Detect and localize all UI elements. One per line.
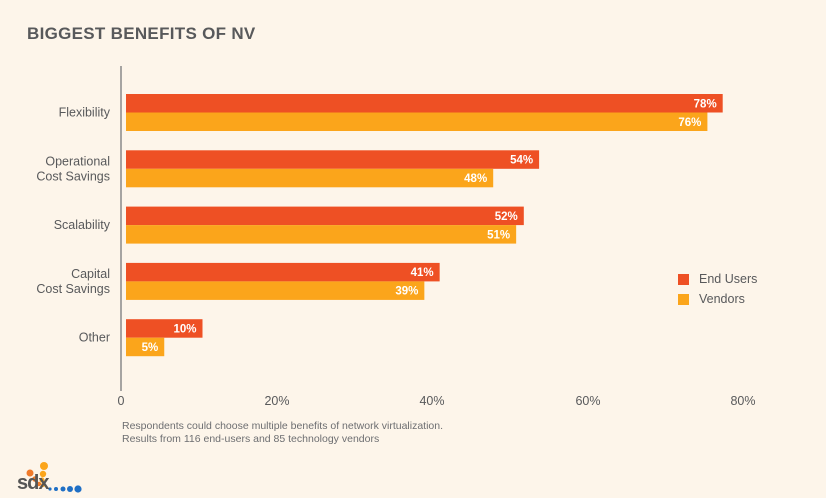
legend-swatch-vendors xyxy=(678,293,689,305)
chart-title: BIGGEST BENEFITS OF NV xyxy=(27,24,256,43)
x-tick-label: 20% xyxy=(264,394,289,408)
sdx-logo: sdx xyxy=(6,458,106,494)
bar-value-label: 5% xyxy=(142,342,159,354)
category-label: Other xyxy=(79,331,110,345)
bar-vendors xyxy=(126,225,517,244)
category-label: Operational xyxy=(45,154,110,168)
bar-end-users xyxy=(126,319,203,338)
x-tick-label: 40% xyxy=(419,394,444,408)
bar-value-label: 41% xyxy=(411,267,434,279)
x-tick-labels: 0 20% 40% 60% 80% xyxy=(118,394,756,408)
bar-chart: 78% 76% 54% 48% 52% 51% 41% 39% 10% 5% Flexibilit… xyxy=(36,66,756,408)
footnote-line: Results from 116 end-users and 85 techno… xyxy=(122,433,380,445)
legend-item-vendors: Vendors xyxy=(678,289,757,309)
bar-end-users xyxy=(126,94,723,113)
bar-value-label: 76% xyxy=(678,117,701,129)
bar-value-label: 54% xyxy=(510,155,533,167)
footnote: Respondents could choose multiple benefi… xyxy=(122,420,443,446)
bar-end-users xyxy=(126,206,524,226)
legend-label: End Users xyxy=(699,272,758,286)
x-tick-label: 80% xyxy=(730,394,755,408)
category-label: Capital xyxy=(71,267,110,281)
sdx-dots-logo-icon xyxy=(26,462,82,493)
category-label: Cost Savings xyxy=(36,169,110,183)
bar-value-label: 78% xyxy=(694,98,717,110)
bar-vendors xyxy=(126,337,165,357)
bar-vendors xyxy=(126,112,708,131)
category-label: Cost Savings xyxy=(36,282,110,296)
category-label: Scalability xyxy=(54,218,111,232)
x-tick-label: 0 xyxy=(118,394,125,408)
bar-value-label: 52% xyxy=(495,211,518,223)
bar-value-label: 39% xyxy=(395,286,418,298)
legend-label: Vendors xyxy=(699,292,745,306)
category-label: Flexibility xyxy=(59,106,111,120)
bar-value-label: 51% xyxy=(487,229,510,241)
bar-vendors xyxy=(126,281,425,300)
bar-value-label: 10% xyxy=(173,323,196,335)
bar-end-users xyxy=(126,150,540,169)
bars-group: 78% 76% 54% 48% 52% 51% 41% 39% 10% 5% xyxy=(126,94,723,357)
bar-end-users xyxy=(126,262,440,282)
footnote-line: Respondents could choose multiple benefi… xyxy=(122,420,444,432)
x-tick-label: 60% xyxy=(575,394,600,408)
legend: End Users Vendors xyxy=(678,269,757,309)
legend-item-end-users: End Users xyxy=(678,269,757,289)
legend-swatch-end-users xyxy=(678,273,689,285)
bar-vendors xyxy=(126,168,494,188)
bar-value-label: 48% xyxy=(464,173,487,185)
logo-text: sdx xyxy=(17,472,49,494)
